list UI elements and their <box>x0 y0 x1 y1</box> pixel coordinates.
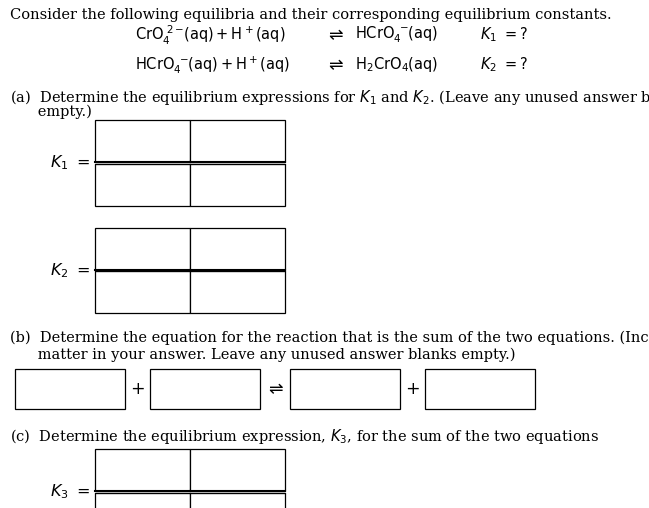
Bar <box>190 449 285 491</box>
Text: $\mathrm{HCrO_4^{\ -}\!(aq) + H^+(aq)}$: $\mathrm{HCrO_4^{\ -}\!(aq) + H^+(aq)}$ <box>135 54 290 76</box>
Bar <box>95 492 190 508</box>
Bar <box>95 271 190 313</box>
Text: $K_3\ =$: $K_3\ =$ <box>50 483 90 501</box>
Text: $\mathrm{CrO_4^{\ 2-}\!(aq) + H^+(aq)}$: $\mathrm{CrO_4^{\ 2-}\!(aq) + H^+(aq)}$ <box>135 23 286 47</box>
Bar <box>290 369 400 409</box>
Text: $K_2\ =$: $K_2\ =$ <box>50 261 90 279</box>
Text: matter in your answer. Leave any unused answer blanks empty.): matter in your answer. Leave any unused … <box>10 348 515 362</box>
Text: $\mathrm{HCrO_4^{\ -}\!(aq)}$: $\mathrm{HCrO_4^{\ -}\!(aq)}$ <box>355 25 438 45</box>
Text: $\mathrm{H_2CrO_4(aq)}$: $\mathrm{H_2CrO_4(aq)}$ <box>355 55 438 75</box>
Bar <box>15 369 125 409</box>
Bar <box>190 492 285 508</box>
Bar <box>190 164 285 206</box>
Text: (b)  Determine the equation for the reaction that is the sum of the two equation: (b) Determine the equation for the react… <box>10 331 649 345</box>
Bar <box>95 120 190 162</box>
Text: +: + <box>405 380 419 398</box>
Bar <box>190 228 285 270</box>
Text: (a)  Determine the equilibrium expressions for $K_1$ and $K_2$. (Leave any unuse: (a) Determine the equilibrium expression… <box>10 88 649 107</box>
Text: Consider the following equilibria and their corresponding equilibrium constants.: Consider the following equilibria and th… <box>10 8 611 22</box>
Text: $\rightleftharpoons$: $\rightleftharpoons$ <box>265 380 284 398</box>
Bar <box>95 164 190 206</box>
Text: $\rightleftharpoons$: $\rightleftharpoons$ <box>325 56 345 74</box>
Text: $\rightleftharpoons$: $\rightleftharpoons$ <box>325 26 345 44</box>
Text: (c)  Determine the equilibrium expression, $K_3$, for the sum of the two equatio: (c) Determine the equilibrium expression… <box>10 427 599 446</box>
Bar <box>95 449 190 491</box>
Bar <box>425 369 535 409</box>
Text: +: + <box>130 380 144 398</box>
Text: $K_1\ =?$: $K_1\ =?$ <box>480 25 528 44</box>
Bar <box>190 120 285 162</box>
Bar <box>190 271 285 313</box>
Text: $K_2\ =?$: $K_2\ =?$ <box>480 56 528 74</box>
Bar <box>150 369 260 409</box>
Text: $K_1\ =$: $K_1\ =$ <box>50 153 90 172</box>
Text: empty.): empty.) <box>10 105 92 119</box>
Bar <box>95 228 190 270</box>
